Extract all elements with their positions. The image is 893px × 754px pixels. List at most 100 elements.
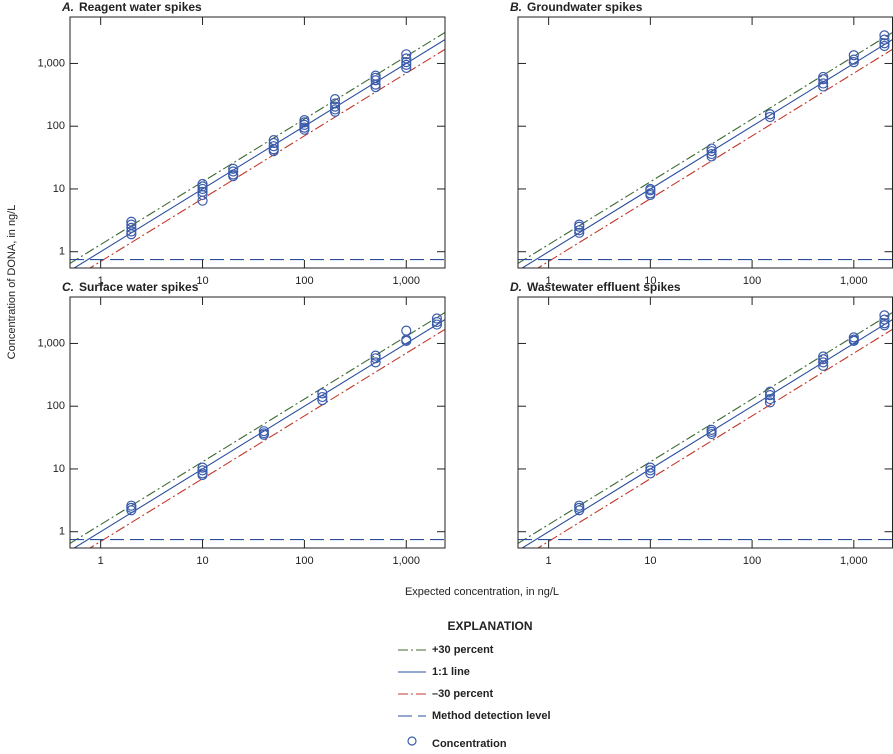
data-point (645, 189, 656, 201)
reference-line (73, 319, 445, 548)
data-point (401, 62, 412, 73)
y-tick-label: 100 (47, 400, 65, 412)
data-point (228, 166, 239, 177)
data-point (706, 143, 717, 154)
data-point (764, 390, 776, 401)
reference-line (518, 31, 893, 264)
x-tick-label: 1,000 (393, 275, 421, 287)
y-tick-label: 100 (47, 120, 65, 132)
reference-line (88, 48, 445, 268)
data-point (126, 216, 137, 227)
y-tick-label: 10 (53, 463, 65, 475)
data-point (329, 94, 341, 105)
x-tick-label: 100 (295, 555, 313, 567)
x-tick-label: 1 (98, 275, 104, 287)
legend-symbol (407, 736, 417, 746)
data-point (818, 360, 829, 371)
data-point (818, 354, 829, 365)
data-point (126, 229, 137, 240)
data-point (268, 146, 279, 157)
data-point (299, 119, 310, 130)
reference-line (70, 311, 445, 544)
panel-letter: B. (510, 0, 522, 14)
plot-area (70, 31, 445, 268)
data-point (574, 227, 585, 238)
plot-area (518, 30, 893, 268)
data-point (126, 226, 137, 237)
x-axis-label: Expected concentration, in ng/L (405, 586, 559, 598)
y-axis-label: Concentration of DONA, in ng/L (6, 205, 18, 360)
data-point (197, 189, 208, 201)
data-point (431, 316, 443, 328)
data-point (848, 57, 859, 68)
plot-area (70, 311, 445, 548)
x-tick-label: 10 (196, 275, 208, 287)
reference-line (518, 311, 893, 544)
data-point (329, 98, 341, 109)
data-point (228, 163, 239, 174)
reference-line (73, 39, 445, 268)
panel-letter: D. (510, 280, 522, 294)
panel-title: D. Wastewater effluent spikes (510, 280, 681, 294)
panel-name: Wastewater effluent spikes (527, 280, 681, 294)
data-point (431, 319, 443, 330)
y-tick-label: 1 (59, 246, 65, 258)
data-point (818, 357, 829, 368)
x-tick-label: 10 (644, 275, 656, 287)
x-tick-label: 10 (644, 555, 656, 567)
x-tick-label: 1 (98, 555, 104, 567)
y-tick-label: 10 (53, 183, 65, 195)
plot-frame (69, 16, 446, 269)
plot-area (518, 310, 893, 548)
x-tick-label: 1,000 (393, 555, 421, 567)
plot-frame (69, 296, 446, 549)
data-point (764, 109, 776, 120)
data-point (764, 111, 776, 123)
data-point (268, 137, 279, 149)
data-point (370, 81, 381, 93)
data-point (818, 81, 829, 92)
legend-label: Method detection level (432, 710, 551, 722)
panel-letter: C. (62, 280, 74, 294)
data-point (645, 465, 656, 476)
data-point (317, 388, 328, 399)
data-point (818, 78, 829, 89)
data-point (370, 75, 381, 86)
data-point (848, 50, 859, 61)
x-tick-label: 1,000 (840, 555, 868, 567)
data-point (879, 34, 890, 45)
y-tick-label: 1 (59, 526, 65, 538)
data-point (706, 151, 717, 162)
data-point (706, 146, 717, 157)
reference-line (521, 39, 893, 268)
data-point (401, 325, 412, 336)
data-point (879, 38, 890, 49)
x-tick-label: 1 (546, 275, 552, 287)
data-point (258, 429, 269, 440)
reference-line (521, 319, 893, 548)
x-tick-label: 100 (743, 555, 761, 567)
data-point (764, 393, 776, 405)
data-point (299, 117, 310, 128)
legend-label: Concentration (432, 738, 507, 750)
panel-name: Groundwater spikes (527, 0, 643, 14)
data-point (848, 335, 859, 346)
legend-label: +30 percent (432, 644, 494, 656)
data-point (879, 30, 890, 41)
data-point (329, 101, 341, 112)
data-point (197, 183, 208, 195)
data-point (706, 428, 717, 440)
data-point (574, 225, 585, 236)
data-point (126, 222, 137, 233)
data-point (401, 59, 412, 70)
panel-letter: A. (61, 0, 74, 14)
data-point (848, 54, 859, 65)
data-point (818, 74, 829, 85)
x-tick-label: 1 (546, 555, 552, 567)
data-point (764, 386, 776, 397)
panel-name: Surface water spikes (79, 280, 199, 294)
panel-title: A. Reagent water spikes (61, 0, 202, 14)
data-point (317, 395, 328, 406)
reference-line (536, 48, 893, 268)
